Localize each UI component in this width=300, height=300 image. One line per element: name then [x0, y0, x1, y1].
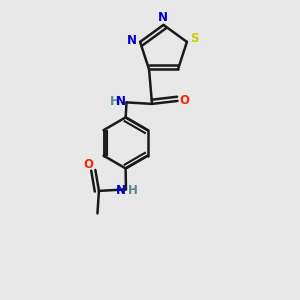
Text: N: N — [116, 95, 126, 108]
Text: O: O — [179, 94, 189, 107]
Text: H: H — [128, 184, 137, 197]
Text: O: O — [84, 158, 94, 171]
Text: N: N — [158, 11, 168, 24]
Text: N: N — [127, 34, 137, 47]
Text: S: S — [190, 32, 199, 45]
Text: N: N — [116, 184, 125, 197]
Text: H: H — [110, 95, 120, 108]
